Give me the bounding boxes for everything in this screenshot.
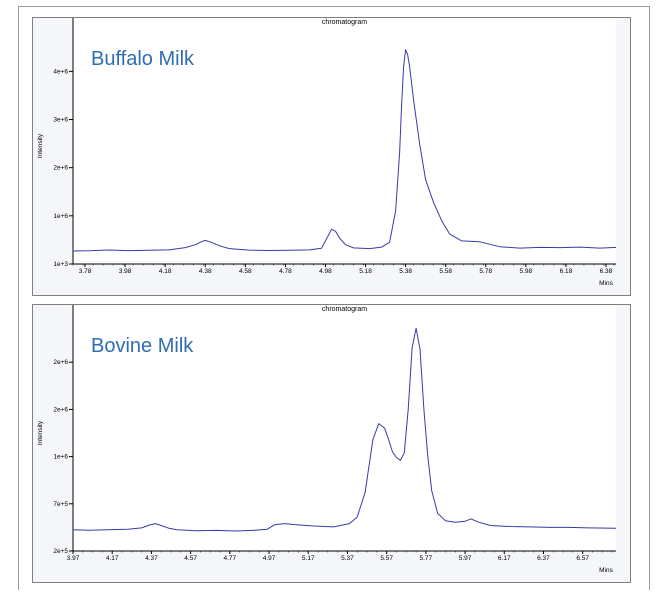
chart-title: chromatogram	[322, 306, 367, 313]
x-axis-label: Mins	[599, 280, 613, 287]
y-tick-label: 2e+6	[53, 359, 68, 366]
x-tick-label: 4.17	[106, 555, 119, 562]
x-tick-label: 6.37	[537, 555, 550, 562]
chromatogram-panel-buffalo: chromatogram 3.78 3.98 4.18 4.38 4.58 4.78 4.98…	[32, 17, 631, 296]
x-tick-label: 4.38	[199, 268, 212, 275]
chromatogram-trace	[72, 327, 617, 532]
x-tick-label: 3.78	[79, 268, 92, 275]
y-tick-label: 3e+6	[53, 117, 68, 124]
chromatogram-chart-bovine: chromatogram 3.97 4.17 4.37 4.57 4.77 4.97 5.17…	[37, 305, 617, 574]
x-tick-label: 5.37	[341, 555, 354, 562]
chromatogram-panel-bovine: chromatogram 3.97 4.17 4.37 4.57 4.77 4.97 5.17…	[32, 304, 631, 583]
x-tick-label: 6.18	[560, 268, 573, 275]
y-axis-label: Intensity	[37, 420, 44, 445]
x-tick-label: 6.17	[498, 555, 511, 562]
x-tick-label: 4.57	[184, 555, 197, 562]
y-tick-label: 1e+6	[53, 454, 68, 461]
x-tick-label: 4.97	[263, 555, 276, 562]
x-tick-label: 6.38	[600, 268, 613, 275]
y-tick-label: 1e+6	[53, 213, 68, 220]
x-tick-label: 5.97	[459, 555, 472, 562]
x-tick-label: 5.17	[302, 555, 315, 562]
x-tick-label: 4.77	[223, 555, 236, 562]
x-tick-label: 3.98	[119, 268, 132, 275]
report-frame	[18, 6, 650, 590]
x-tick-label: 5.18	[359, 268, 372, 275]
y-tick-label: 2e+6	[53, 165, 68, 172]
y-tick-label: 2e+5	[53, 548, 68, 555]
x-tick-label: 6.57	[576, 555, 589, 562]
x-tick-label: 4.78	[279, 268, 292, 275]
plot-area	[73, 305, 616, 551]
x-tick-label: 4.58	[239, 268, 252, 275]
x-tick-label: 4.18	[159, 268, 172, 275]
y-axis-label: Intensity	[37, 133, 44, 158]
x-tick-label: 3.97	[67, 555, 80, 562]
x-tick-label: 5.77	[420, 555, 433, 562]
chromatogram-trace	[72, 49, 617, 252]
x-tick-label: 4.98	[319, 268, 332, 275]
sample-annotation: Buffalo Milk	[91, 48, 195, 70]
y-tick-label: 2e+6	[53, 406, 68, 413]
x-tick-label: 5.38	[399, 268, 412, 275]
x-tick-label: 5.57	[380, 555, 393, 562]
x-axis-label: Mins	[599, 567, 613, 574]
plot-area	[73, 18, 616, 264]
y-tick-label: 4e+6	[53, 68, 68, 75]
sample-annotation: Bovine Milk	[91, 335, 194, 357]
y-tick-label: 1e+3	[53, 261, 68, 268]
chart-title: chromatogram	[322, 19, 367, 26]
x-tick-label: 5.98	[520, 268, 533, 275]
chromatogram-chart-buffalo: chromatogram 3.78 3.98 4.18 4.38 4.58 4.78 4.98…	[37, 18, 617, 287]
x-tick-label: 5.58	[439, 268, 452, 275]
x-tick-label: 5.78	[479, 268, 492, 275]
x-tick-label: 4.37	[145, 555, 158, 562]
y-tick-label: 7e+5	[53, 501, 68, 508]
